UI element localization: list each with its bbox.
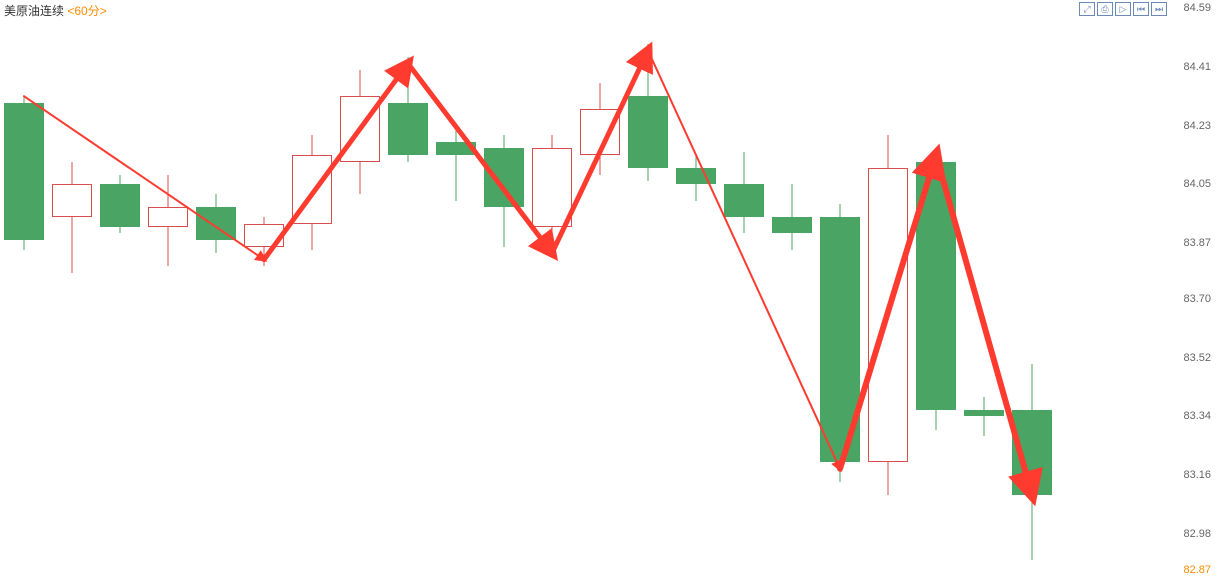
- candle[interactable]: [196, 194, 236, 253]
- candle-wick: [456, 126, 457, 201]
- yaxis-tick: 83.34: [1183, 410, 1211, 422]
- candle[interactable]: [340, 70, 380, 194]
- candle-body: [244, 224, 284, 247]
- yaxis-tick: 84.05: [1183, 178, 1211, 190]
- candle[interactable]: [724, 152, 764, 234]
- yaxis-tick: 82.98: [1183, 528, 1211, 540]
- yaxis-tick: 84.41: [1183, 61, 1211, 73]
- candle-body: [100, 184, 140, 226]
- candle[interactable]: [148, 175, 188, 266]
- candle-body: [292, 155, 332, 224]
- candle-body: [580, 109, 620, 155]
- candle-body: [388, 103, 428, 155]
- trend-arrow: [264, 64, 408, 260]
- trend-arrow: [648, 50, 840, 468]
- candle-body: [772, 217, 812, 233]
- candle-body: [52, 184, 92, 217]
- candle-body: [724, 184, 764, 217]
- candle-wick: [72, 162, 73, 273]
- yaxis-tick: 83.87: [1183, 237, 1211, 249]
- candle[interactable]: [916, 149, 956, 430]
- candle[interactable]: [244, 217, 284, 266]
- candle[interactable]: [532, 135, 572, 253]
- candle[interactable]: [484, 135, 524, 246]
- candle-body: [484, 148, 524, 207]
- price-axis: 84.59 84.41 84.23 84.05 83.87 83.70 83.52 83.34…: [1171, 0, 1223, 582]
- last-price-label: 82.87: [1183, 564, 1211, 576]
- yaxis-tick: 83.70: [1183, 293, 1211, 305]
- candlestick-chart[interactable]: [0, 0, 1167, 582]
- candle-body: [148, 207, 188, 227]
- yaxis-tick: 84.59: [1183, 2, 1211, 14]
- candle[interactable]: [964, 397, 1004, 436]
- candle-body: [436, 142, 476, 155]
- candle[interactable]: [436, 126, 476, 201]
- candle-body: [532, 148, 572, 226]
- candle[interactable]: [100, 175, 140, 234]
- candle-wick: [984, 397, 985, 436]
- trend-arrow: [408, 64, 552, 254]
- candle[interactable]: [772, 184, 812, 249]
- chart-root: 美原油连续 <60分> ⤢⎙▷⏮⏭ 84.5984.4184.2384.0583…: [0, 0, 1223, 582]
- candle-body: [916, 162, 956, 410]
- candle-body: [340, 96, 380, 161]
- candle[interactable]: [52, 162, 92, 273]
- candle-body: [4, 103, 44, 240]
- yaxis-tick: 83.52: [1183, 352, 1211, 364]
- candle-body: [676, 168, 716, 184]
- candle[interactable]: [820, 204, 860, 482]
- candle[interactable]: [1012, 364, 1052, 560]
- candle[interactable]: [676, 155, 716, 201]
- candle-body: [628, 96, 668, 168]
- candle[interactable]: [628, 44, 668, 181]
- candle[interactable]: [868, 135, 908, 494]
- candle[interactable]: [580, 83, 620, 174]
- candle-body: [196, 207, 236, 240]
- candle[interactable]: [388, 57, 428, 162]
- yaxis-tick: 84.23: [1183, 120, 1211, 132]
- candle-body: [964, 410, 1004, 417]
- candle[interactable]: [292, 135, 332, 249]
- candle-body: [1012, 410, 1052, 495]
- candle-body: [868, 168, 908, 462]
- candle[interactable]: [4, 96, 44, 250]
- candle-body: [820, 217, 860, 462]
- yaxis-tick: 83.16: [1183, 469, 1211, 481]
